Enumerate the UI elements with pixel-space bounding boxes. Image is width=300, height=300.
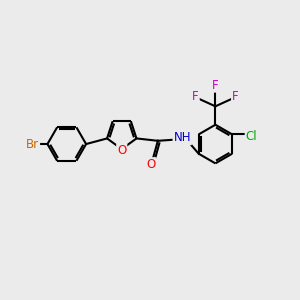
Text: Br: Br (26, 138, 39, 151)
Text: F: F (192, 90, 199, 103)
Text: O: O (146, 158, 156, 171)
Text: F: F (212, 79, 219, 92)
Text: F: F (232, 90, 238, 103)
Text: O: O (117, 144, 126, 157)
Text: Cl: Cl (246, 130, 257, 143)
Text: NH: NH (173, 131, 191, 144)
